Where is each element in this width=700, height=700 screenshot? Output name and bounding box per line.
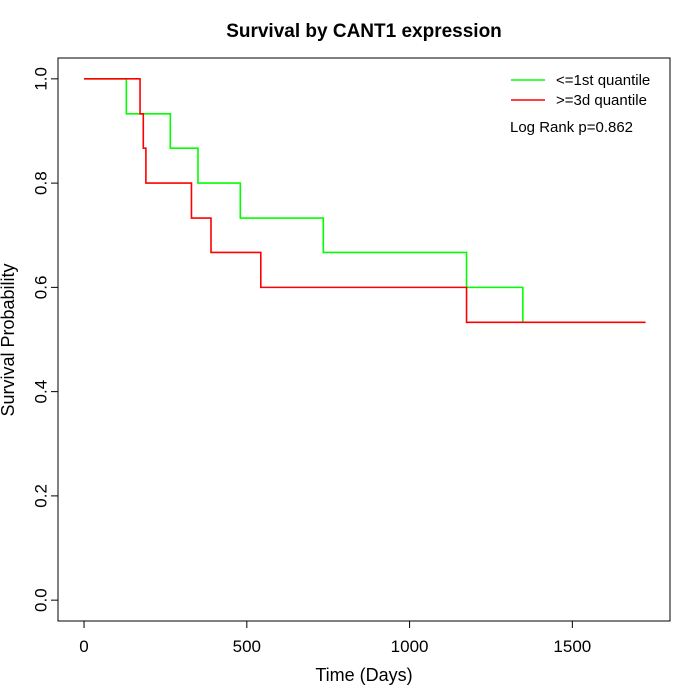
series-line-1 (84, 78, 646, 324)
x-tick-label: 500 (233, 637, 261, 656)
y-tick-label: 1.0 (32, 67, 51, 91)
y-tick-label: 0.2 (32, 484, 51, 508)
x-tick-label: 1500 (553, 637, 591, 656)
series-line-0 (84, 78, 524, 323)
y-tick-label: 0.8 (32, 171, 51, 195)
legend-label-0: <=1st quantile (556, 72, 650, 89)
chart-title: Survival by CANT1 expression (226, 21, 502, 42)
y-tick-label: 0.0 (32, 588, 51, 612)
legend: <=1st quantile >=3d quantile (511, 72, 650, 109)
x-axis: 0 500 1000 1500 (79, 620, 591, 656)
y-axis-label: Survival Probability (0, 263, 18, 416)
x-axis-label: Time (Days) (315, 665, 412, 685)
y-axis: 0.0 0.2 0.4 0.6 0.8 1.0 (32, 67, 59, 612)
series-layer (84, 78, 646, 324)
legend-label-1: >=3d quantile (556, 92, 647, 109)
y-tick-label: 0.4 (32, 380, 51, 404)
x-tick-label: 1000 (391, 637, 429, 656)
y-tick-label: 0.6 (32, 276, 51, 300)
log-rank-annotation: Log Rank p=0.862 (510, 119, 633, 136)
plot-frame (57, 57, 671, 622)
x-tick-label: 0 (79, 637, 88, 656)
